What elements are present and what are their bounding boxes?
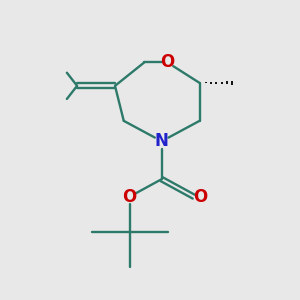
Text: O: O [122,188,137,206]
Text: O: O [160,53,175,71]
Text: O: O [193,188,207,206]
Text: N: N [155,132,169,150]
